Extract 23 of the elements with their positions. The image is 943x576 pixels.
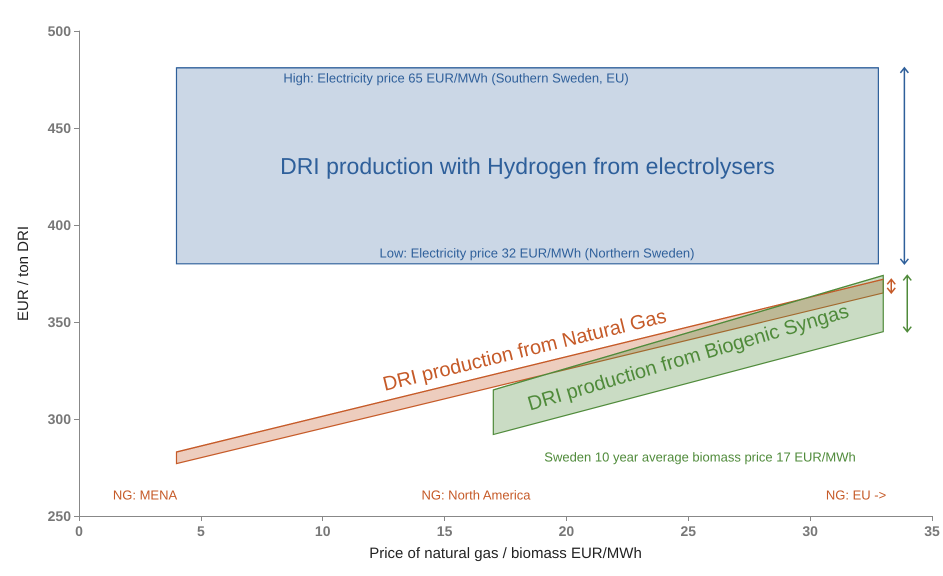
y-tick-label: 400 (48, 217, 72, 233)
y-axis-title: EUR / ton DRI (15, 226, 32, 322)
y-tick-label: 350 (48, 314, 72, 330)
x-tick-label: 25 (680, 523, 696, 539)
y-tick-label: 300 (48, 411, 72, 427)
y-tick-label: 450 (48, 120, 72, 136)
annotation: Low: Electricity price 32 EUR/MWh (Northern Sweden) (380, 246, 694, 260)
annotation: Sweden 10 year average biomass price 17 EUR/MWh (544, 450, 856, 464)
x-tick-label: 35 (924, 523, 940, 539)
annotation: High: Electricity price 65 EUR/MWh (Southern Sweden, EU) (283, 70, 629, 86)
y-tick-label: 500 (48, 23, 72, 39)
y-tick-label: 250 (48, 508, 72, 524)
x-tick-label: 5 (196, 523, 205, 539)
annotation: NG: MENA (112, 488, 178, 502)
x-tick-label: 0 (75, 523, 84, 539)
x-axis-title: Price of natural gas / biomass EUR/MWh (369, 545, 642, 562)
x-tick-label: 15 (436, 523, 453, 539)
annotation: NG: North America (421, 488, 532, 502)
text: DRI production with Hydrogen from electrolysers (280, 152, 775, 179)
annotation: NG: EU -> (826, 488, 886, 502)
x-tick-label: 20 (558, 523, 574, 539)
x-tick-label: 10 (314, 523, 331, 539)
x-tick-label: 30 (802, 523, 818, 539)
